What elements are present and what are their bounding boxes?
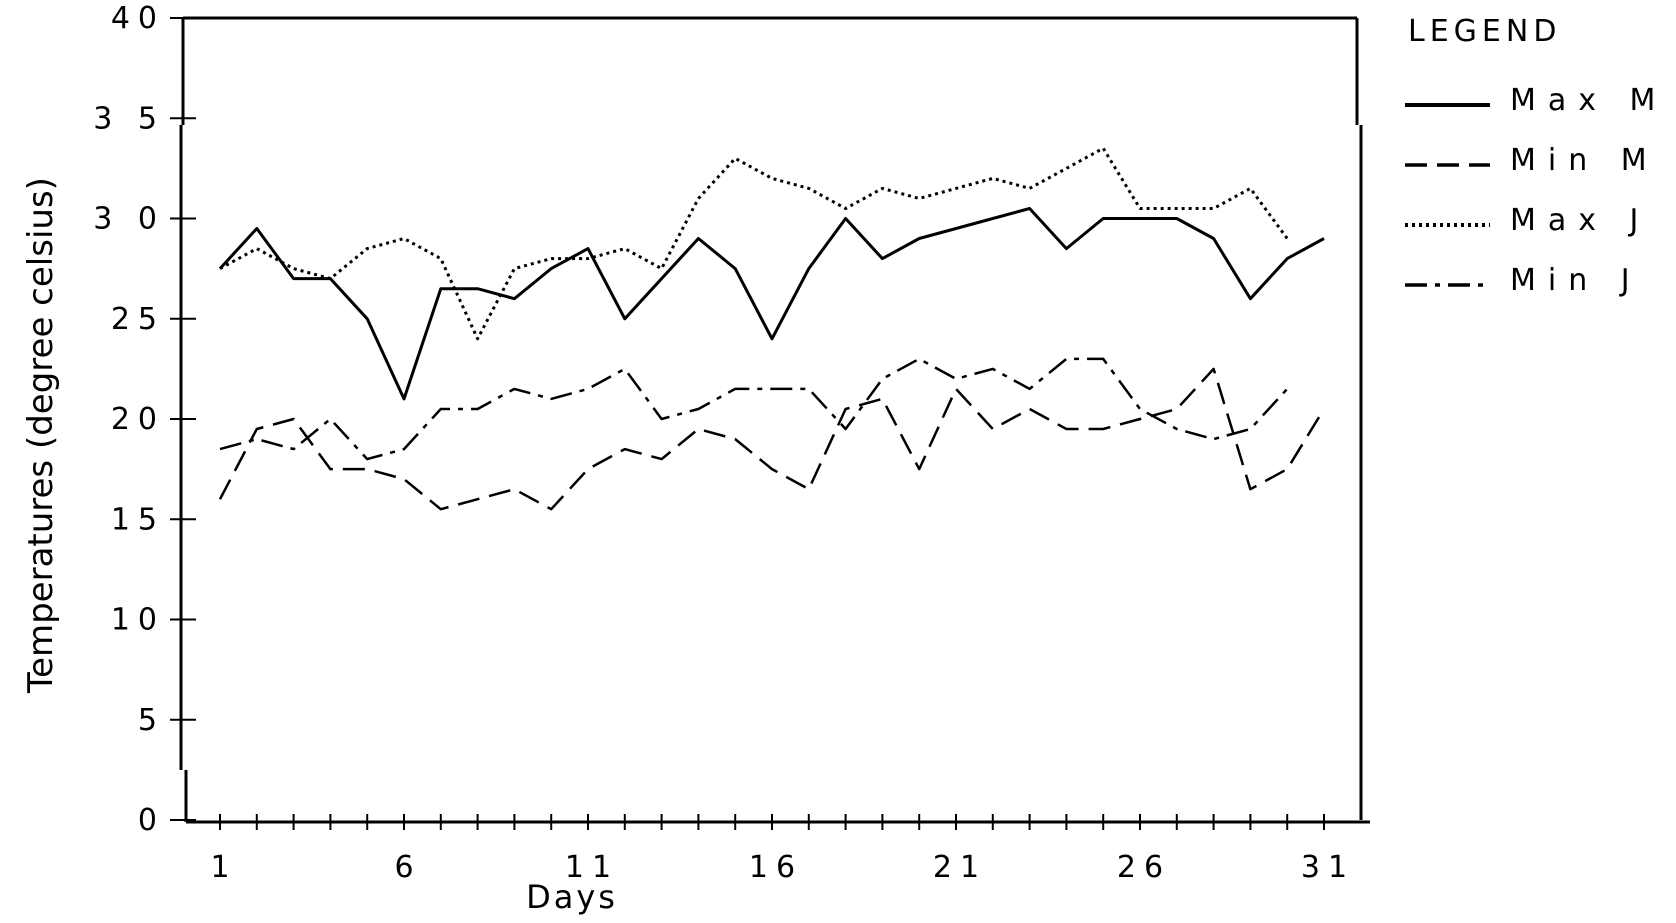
y-tick-label: 15 xyxy=(111,502,165,537)
y-tick-label: 20 xyxy=(111,402,165,437)
y-axis-title: Temperatures (degree celsius) xyxy=(21,177,61,694)
series-layer xyxy=(218,146,1326,511)
y-tick-label: 40 xyxy=(111,1,165,36)
x-axis-ticks: 1 6 11 16 21 26 31 xyxy=(210,814,1355,885)
series-line-min-j xyxy=(219,357,1289,461)
y-tick-label: 25 xyxy=(111,302,165,337)
series-line-max-j xyxy=(219,146,1289,341)
legend-label: Max M xyxy=(1510,83,1667,118)
x-axis-title: Days xyxy=(526,878,618,916)
x-tick-label: 11 xyxy=(565,850,619,885)
x-tick-label: 1 xyxy=(210,850,237,885)
y-tick-label: 3 5 xyxy=(93,101,165,136)
legend-label: Min J xyxy=(1510,263,1642,298)
x-tick-label: 31 xyxy=(1301,850,1355,885)
y-tick-label: 0 xyxy=(138,803,165,838)
legend-title: LEGEND xyxy=(1408,14,1561,49)
x-tick-label: 21 xyxy=(933,850,987,885)
legend: LEGEND Max M Min M Max J Min J xyxy=(1405,14,1667,298)
plot-frame xyxy=(179,16,1370,824)
y-tick-label: 5 xyxy=(138,703,165,738)
x-tick-label: 26 xyxy=(1117,850,1171,885)
y-tick-label: 10 xyxy=(111,603,165,638)
x-tick-label: 16 xyxy=(749,850,803,885)
series-line-min-m xyxy=(218,367,1326,511)
x-tick-label: 6 xyxy=(394,850,421,885)
series-line-max-m xyxy=(218,207,1325,401)
y-axis-ticks: 0 5 10 15 20 25 3 0 3 5 40 xyxy=(93,1,196,838)
y-tick-label: 3 0 xyxy=(93,202,165,237)
legend-label: Max J xyxy=(1510,203,1650,238)
legend-label: Min M xyxy=(1510,143,1659,178)
